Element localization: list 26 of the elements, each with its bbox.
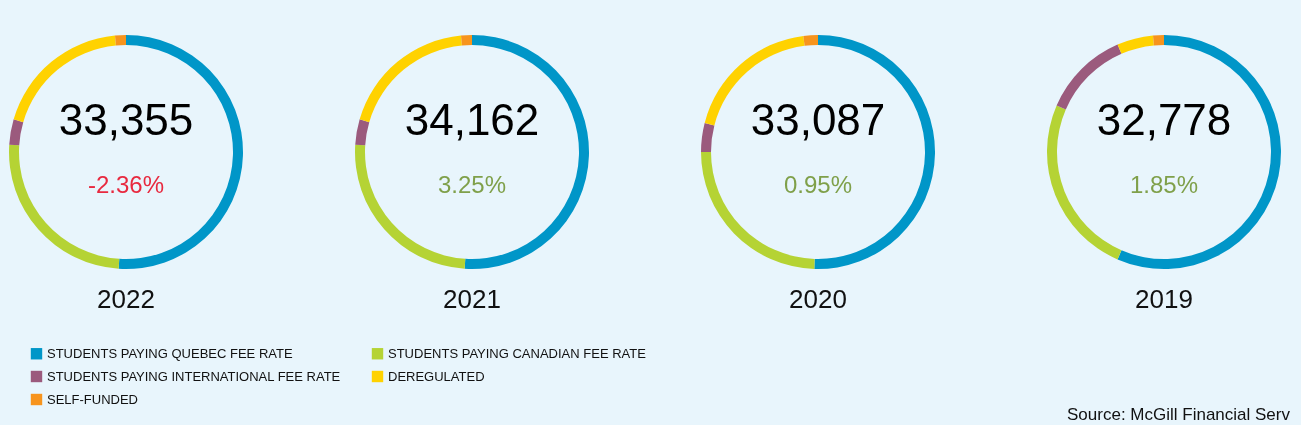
donut-slice <box>1117 35 1154 54</box>
text: 3.25% <box>437 171 507 198</box>
donut-slice <box>355 119 370 146</box>
legend-label: DEREGULATED <box>388 368 485 384</box>
text: 34,162 <box>404 95 540 144</box>
legend-label: SELF-FUNDED <box>47 391 139 407</box>
donut-slice <box>460 35 472 46</box>
text: 2020 <box>789 284 847 314</box>
source-note: Source: McGill Financial Serv <box>1067 405 1291 424</box>
text: 1.85% <box>1129 171 1199 198</box>
legend-label: STUDENTS PAYING QUEBEC FEE RATE <box>47 345 293 361</box>
donut-slice <box>803 35 818 46</box>
text: 2019 <box>1135 284 1193 314</box>
legend-label: STUDENTS PAYING INTERNATIONAL FEE RATE <box>47 368 341 384</box>
text: 33,087 <box>750 95 886 144</box>
text: 2021 <box>443 284 501 314</box>
text: -2.36% <box>87 171 165 198</box>
text: 33,355 <box>58 95 194 144</box>
text: 0.95% <box>783 171 853 198</box>
donut-slice <box>9 119 24 146</box>
donut-slice <box>114 35 126 46</box>
donut-slice <box>1152 35 1164 46</box>
text: 32,778 <box>1096 95 1232 144</box>
donut-slice <box>701 122 715 152</box>
text: 2022 <box>97 284 155 314</box>
legend-label: STUDENTS PAYING CANADIAN FEE RATE <box>388 345 647 361</box>
